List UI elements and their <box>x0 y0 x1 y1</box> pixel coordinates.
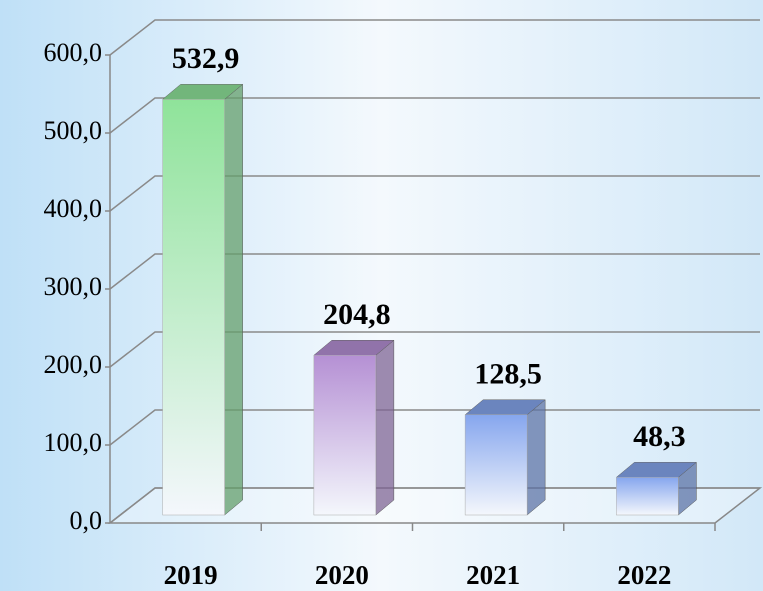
y-tick-label: 500,0 <box>44 116 103 145</box>
value-label: 204,8 <box>323 298 391 331</box>
bar-side <box>526 399 546 516</box>
grid-line <box>109 253 760 290</box>
bar-side <box>375 339 395 516</box>
bar-side <box>224 83 243 516</box>
y-tick-label: 200,0 <box>44 350 103 379</box>
bar <box>616 477 679 516</box>
grid-line <box>109 409 760 446</box>
x-tick-label: 2019 <box>164 560 218 590</box>
value-label: 48,3 <box>633 420 686 453</box>
grid-line <box>109 97 760 134</box>
y-tick-label: 100,0 <box>44 428 103 457</box>
y-tick-label: 300,0 <box>44 272 103 301</box>
bar <box>313 355 377 516</box>
x-tick-label: 2020 <box>315 560 369 590</box>
grid-line <box>109 487 760 524</box>
grid-line <box>109 19 760 56</box>
y-tick-label: 600,0 <box>44 38 103 67</box>
y-tick-label: 400,0 <box>44 194 103 223</box>
x-tick-label: 2021 <box>466 560 520 590</box>
grid-line <box>109 331 760 368</box>
value-label: 128,5 <box>474 358 542 391</box>
x-tick-label: 2022 <box>617 560 671 590</box>
value-label: 532,9 <box>172 42 240 75</box>
bar <box>162 99 225 516</box>
y-tick-label: 0,0 <box>70 506 103 535</box>
grid-line <box>109 175 760 212</box>
bar <box>464 414 528 516</box>
